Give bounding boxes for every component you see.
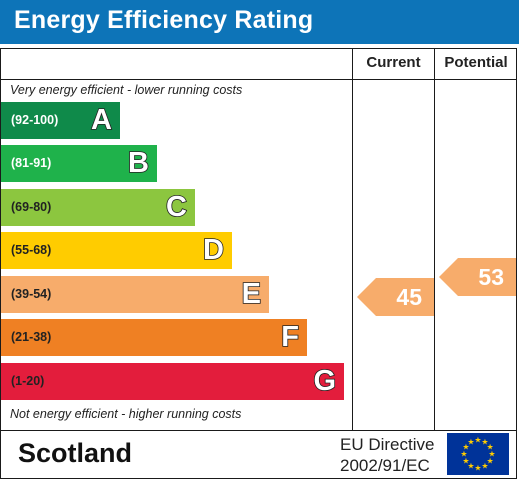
- band-letter: G: [313, 364, 337, 398]
- band-range-label: (81-91): [11, 156, 52, 170]
- band-range-label: (92-100): [11, 113, 59, 127]
- potential-rating-value: 53: [478, 264, 504, 290]
- band-letter: B: [127, 146, 150, 180]
- caption-efficient: Very energy efficient - lower running co…: [10, 83, 243, 97]
- band-range-label: (69-80): [11, 200, 52, 214]
- rating-band-g: (1-20) G: [1, 363, 344, 400]
- column-divider-potential: [434, 48, 435, 431]
- eu-star-icon: ★: [474, 464, 481, 473]
- potential-arrow-shape: [439, 258, 516, 296]
- header-row-divider: [0, 79, 517, 80]
- rating-band-b: (81-91) B: [1, 145, 157, 182]
- band-range-label: (39-54): [11, 287, 52, 301]
- eu-star-icon: ★: [467, 462, 474, 471]
- region-label: Scotland: [18, 438, 133, 468]
- page-title: Energy Efficiency Rating: [14, 6, 314, 34]
- eu-stars-icon: ★ ★★★★★★★★★★★: [460, 436, 495, 473]
- band-letter: C: [165, 190, 188, 224]
- eu-star-icon: ★: [460, 450, 467, 459]
- rating-band-e: (39-54) E: [1, 276, 269, 313]
- eu-directive-line1: EU Directive: [340, 435, 435, 454]
- rating-band-a: (92-100) A: [1, 102, 120, 139]
- eu-star-icon: ★: [481, 462, 488, 471]
- eu-directive-line2: 2002/91/EC: [340, 456, 430, 475]
- current-arrow-shape: [357, 278, 434, 316]
- current-rating-arrow: 45: [357, 278, 434, 316]
- band-range-label: (1-20): [11, 374, 45, 388]
- caption-inefficient: Not energy efficient - higher running co…: [10, 407, 242, 421]
- eu-star-icon: ★: [462, 443, 469, 452]
- eu-directive-label: EU Directive 2002/91/EC: [340, 434, 434, 476]
- band-letter: F: [280, 320, 299, 354]
- band-letter: D: [202, 233, 225, 267]
- eu-star-icon: ★: [462, 457, 469, 466]
- band-letter: E: [241, 277, 262, 311]
- footer-divider: [0, 430, 517, 431]
- band-range-label: (55-68): [11, 243, 52, 257]
- header-bar: Energy Efficiency Rating: [0, 0, 519, 44]
- eu-star-icon: ★: [481, 437, 488, 446]
- rating-table: [0, 48, 517, 479]
- eu-star-icon: ★: [487, 443, 494, 452]
- rating-band-d: (55-68) D: [1, 232, 232, 269]
- eu-flag-icon: ★ ★ ★ ★ ★ ★ ★ ★ ★ ★ ★ ★: [447, 433, 509, 475]
- column-header-current: Current: [366, 54, 421, 71]
- column-divider-current: [352, 48, 353, 431]
- rating-band-c: (69-80) C: [1, 189, 195, 226]
- rating-band-f: (21-38) F: [1, 319, 307, 356]
- eu-star-icon: ★: [474, 436, 481, 445]
- potential-rating-arrow: 53: [439, 258, 516, 296]
- column-header-potential: Potential: [444, 54, 508, 71]
- band-letter: A: [90, 103, 113, 137]
- eu-star-icon: ★: [488, 450, 495, 459]
- eu-star-icon: ★: [487, 457, 494, 466]
- current-rating-value: 45: [396, 284, 422, 310]
- eu-star-icon: ★: [467, 437, 474, 446]
- band-range-label: (21-38): [11, 330, 52, 344]
